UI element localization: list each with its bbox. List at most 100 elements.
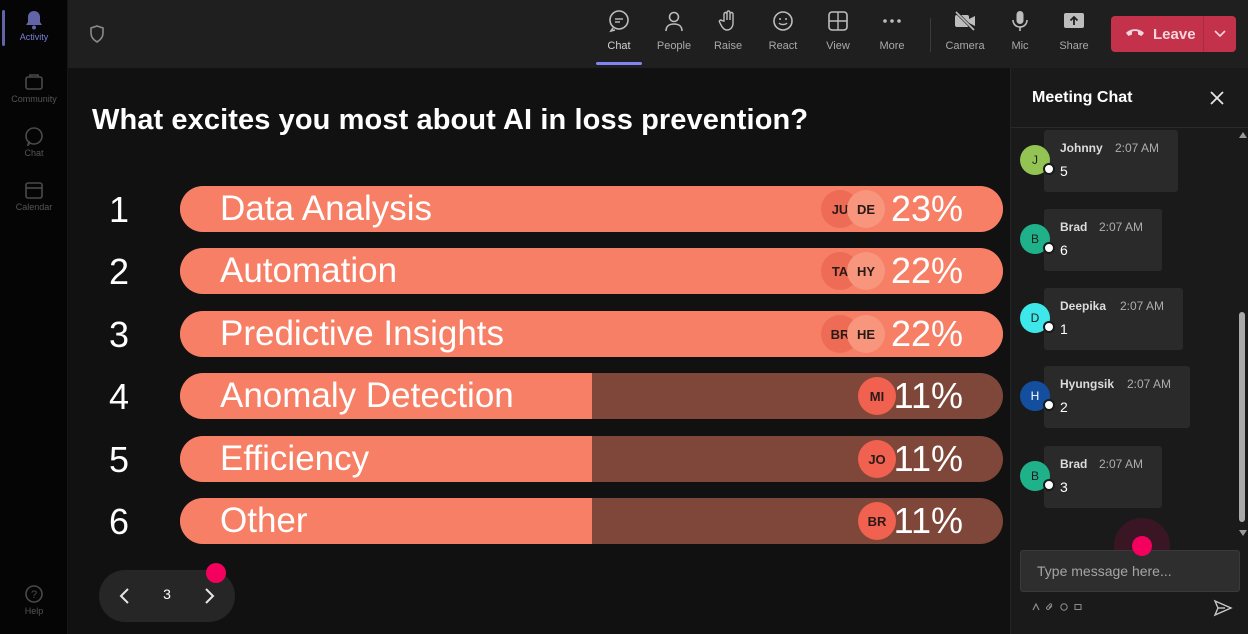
- chevron-down-icon: [1214, 25, 1226, 43]
- attach-icon[interactable]: [1045, 602, 1055, 612]
- message-author: Johnny: [1060, 141, 1103, 155]
- option-bar: Anomaly Detection MI 11%: [180, 373, 1003, 419]
- rail-item-label: Calendar: [15, 202, 53, 212]
- option-bar: Efficiency JO 11%: [180, 436, 1003, 482]
- raise-hand-button[interactable]: Raise: [704, 8, 752, 64]
- more-icon: [880, 8, 904, 34]
- status-dot: [1043, 163, 1055, 175]
- chat-title: Meeting Chat: [1032, 89, 1133, 106]
- option-label: Predictive Insights: [220, 314, 505, 353]
- message-text: 5: [1060, 163, 1068, 179]
- leave-label: Leave: [1153, 25, 1196, 43]
- meeting-toolbar: Chat People Raise React View More: [68, 0, 1248, 68]
- cursor-indicator: [1132, 536, 1152, 556]
- close-icon[interactable]: [1208, 89, 1226, 107]
- option-label: Efficiency: [220, 439, 370, 478]
- status-dot: [1043, 321, 1055, 333]
- chat-messages: Johnny 2:07 AM 5 J Brad 2:07 AM 6 B Deep…: [1011, 128, 1235, 542]
- message-bubble: Deepika 2:07 AM 1: [1044, 288, 1183, 350]
- toolbar-button-label: React: [768, 40, 798, 52]
- message-time: 2:07 AM: [1099, 457, 1144, 471]
- rail-item-chat[interactable]: Chat: [0, 116, 68, 166]
- rail-item-activity[interactable]: Activity: [0, 0, 68, 50]
- poll-option: 4 Anomaly Detection MI 11%: [68, 373, 1010, 421]
- message-input[interactable]: [1021, 551, 1239, 591]
- option-percent: 22%: [890, 250, 963, 291]
- chat-message: Deepika 2:07 AM 1 D: [1011, 288, 1235, 352]
- message-time: 2:07 AM: [1099, 220, 1144, 234]
- chat-button[interactable]: Chat: [595, 8, 643, 64]
- rail-item-help[interactable]: ? Help: [0, 574, 68, 624]
- rail-item-calendar[interactable]: Calendar: [0, 170, 68, 220]
- option-percent: 22%: [890, 313, 963, 354]
- react-icon: [771, 8, 795, 34]
- view-button[interactable]: View: [814, 8, 862, 64]
- mic-icon: [1008, 8, 1032, 34]
- option-bar: Data Analysis JU DE 23%: [180, 186, 1003, 232]
- option-bar: Automation TA HY 22%: [180, 248, 1003, 294]
- more-button[interactable]: More: [868, 8, 916, 64]
- message-time: 2:07 AM: [1127, 377, 1172, 391]
- scroll-thumb[interactable]: [1239, 312, 1245, 522]
- compose-box[interactable]: [1020, 550, 1240, 592]
- toolbar-button-label: Raise: [713, 40, 743, 52]
- poll-option: 3 Predictive Insights BR HE 22%: [68, 311, 1010, 359]
- option-percent: 11%: [893, 375, 963, 416]
- leave-options-button[interactable]: [1204, 25, 1236, 43]
- rail-item-community[interactable]: Community: [0, 62, 68, 112]
- people-icon: [662, 8, 686, 34]
- chat-message: Johnny 2:07 AM 5 J: [1011, 130, 1235, 194]
- message-author: Brad: [1060, 457, 1088, 471]
- toolbar-button-label: Chat: [607, 40, 631, 52]
- message-bubble: Brad 2:07 AM 6: [1044, 209, 1162, 271]
- poll-option: 1 Data Analysis JU DE 23%: [68, 186, 1010, 234]
- toolbar-button-label: People: [656, 40, 692, 52]
- chevron-left-icon[interactable]: [113, 584, 137, 608]
- chevron-right-icon[interactable]: [197, 584, 221, 608]
- option-bar: Predictive Insights BR HE 22%: [180, 311, 1003, 357]
- message-author: Deepika: [1060, 299, 1107, 313]
- avatar[interactable]: D: [1020, 303, 1050, 333]
- mic-button[interactable]: Mic: [996, 8, 1044, 64]
- poll-option: 6 Other BR 11%: [68, 498, 1010, 546]
- calendar-icon: [24, 180, 44, 200]
- voter-avatar: BR: [858, 502, 896, 540]
- send-icon[interactable]: [1213, 598, 1233, 618]
- status-dot: [1043, 479, 1055, 491]
- camera-off-icon: [953, 8, 977, 34]
- phone-hangup-icon: [1125, 25, 1145, 43]
- option-bar-fill: [180, 373, 592, 419]
- message-bubble: Hyungsik 2:07 AM 2: [1044, 366, 1190, 428]
- bell-icon: [24, 10, 44, 30]
- emoji-icon[interactable]: [1059, 602, 1069, 612]
- rail-item-label: Community: [11, 94, 57, 104]
- option-percent: 11%: [893, 500, 963, 541]
- help-icon: ?: [24, 584, 44, 604]
- toolbar-divider: [930, 18, 931, 52]
- scroll-down-arrow[interactable]: [1239, 530, 1247, 536]
- app-rail: Activity Community Chat Calendar ? Help: [0, 0, 68, 634]
- camera-button[interactable]: Camera: [941, 8, 989, 64]
- leave-main[interactable]: Leave: [1111, 16, 1203, 52]
- format-icon[interactable]: [1031, 602, 1041, 612]
- leave-button[interactable]: Leave: [1111, 16, 1236, 52]
- share-button[interactable]: Share: [1050, 8, 1098, 64]
- option-label: Other: [220, 501, 308, 540]
- people-button[interactable]: People: [650, 8, 698, 64]
- message-text: 6: [1060, 242, 1068, 258]
- option-percent: 23%: [890, 188, 963, 229]
- message-text: 3: [1060, 479, 1068, 495]
- option-number: 3: [108, 314, 130, 355]
- react-button[interactable]: React: [759, 8, 807, 64]
- gif-icon[interactable]: [1073, 602, 1083, 612]
- message-text: 1: [1060, 321, 1068, 337]
- option-percent: 11%: [893, 438, 963, 479]
- view-icon: [826, 8, 850, 34]
- chat-scrollbar[interactable]: [1235, 128, 1248, 542]
- leave-divider: [1203, 16, 1204, 52]
- message-bubble: Johnny 2:07 AM 5: [1044, 130, 1178, 192]
- poll-question: What excites you most about AI in loss p…: [92, 104, 809, 136]
- scroll-up-arrow[interactable]: [1239, 132, 1247, 138]
- shield-icon: [87, 24, 107, 44]
- voter-avatar: HE: [847, 315, 885, 353]
